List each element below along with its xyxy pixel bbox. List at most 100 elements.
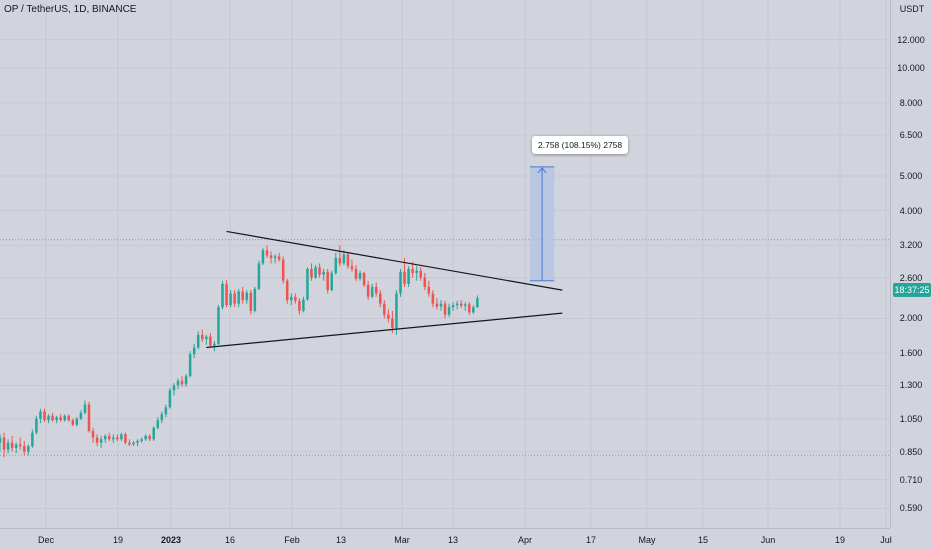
measure-label: 2.758 (108.15%) 2758 <box>532 136 629 154</box>
candle-body <box>87 404 91 432</box>
price-tick-label: 12.000 <box>897 34 925 45</box>
candle-body <box>196 334 200 348</box>
price-tick-label: 0.850 <box>899 446 923 457</box>
candle-body <box>277 256 281 260</box>
candle-body <box>350 266 354 269</box>
candle-body <box>431 293 435 304</box>
candle-body <box>261 250 265 264</box>
candle-body <box>79 412 83 419</box>
candle-body <box>43 411 46 421</box>
candle-body <box>10 442 14 448</box>
candle-body <box>172 385 176 391</box>
candle-body <box>415 270 418 273</box>
candle-body <box>0 437 2 443</box>
candle-body <box>241 291 244 301</box>
candle-body <box>225 283 228 306</box>
candle-body <box>379 293 382 304</box>
candle-body <box>366 285 370 297</box>
candle-body <box>229 293 232 306</box>
time-tick-label: 15 <box>697 535 709 545</box>
candle-body <box>67 415 71 421</box>
candle-body <box>75 418 79 425</box>
time-tick-label: 16 <box>224 535 236 545</box>
candle-body <box>399 271 402 294</box>
candle-body <box>354 268 358 279</box>
candle-body <box>27 446 30 452</box>
candle-body <box>407 268 410 284</box>
candle-body <box>205 336 208 340</box>
candle-body <box>91 431 95 438</box>
candle-body <box>217 307 220 344</box>
candle-body <box>192 347 196 355</box>
candle-body <box>6 442 10 450</box>
candle-body <box>472 307 475 313</box>
current-price-badge: 18:37:25 <box>893 283 931 297</box>
candle-body <box>439 303 443 307</box>
price-axis[interactable]: USDT 12.000 10.000 8.000 6.500 5.000 4.000 3.2… <box>890 0 932 528</box>
candle-body <box>362 272 366 286</box>
time-axis[interactable]: Dec 19 2023 16 Feb 13 Mar 13 Apr 17 May 15 Jun 19 Jul <box>0 528 892 550</box>
price-tick-label: 1.050 <box>899 413 923 424</box>
price-tick-label: 2.600 <box>899 272 923 283</box>
candle-body <box>59 417 62 421</box>
candle-body <box>322 271 325 275</box>
price-tick-label: 4.000 <box>899 205 923 216</box>
candle-body <box>290 296 293 301</box>
candle-body <box>164 407 168 415</box>
candle-body <box>326 271 329 291</box>
candle-body <box>395 293 398 329</box>
candle-body <box>338 258 342 264</box>
candle-body <box>140 439 143 441</box>
candle-body <box>107 435 111 440</box>
candle-body <box>294 296 297 301</box>
plot-area[interactable]: OP / TetherUS, 1D, BINANCE 2.758 (108.15… <box>0 0 890 528</box>
candle-body <box>31 432 34 447</box>
lower-trendline <box>206 312 563 349</box>
candle-body <box>233 293 236 304</box>
candle-body <box>103 435 107 440</box>
price-tick-label: 1.300 <box>899 380 923 391</box>
candle-body <box>2 437 6 450</box>
chart-title: OP / TetherUS, 1D, BINANCE <box>4 4 137 15</box>
candle-body <box>168 390 172 408</box>
candle-body <box>257 263 261 289</box>
candle-body <box>160 414 164 421</box>
time-tick-label: Feb <box>284 535 300 545</box>
price-tick-label: 8.000 <box>899 97 923 108</box>
candle-body <box>120 434 123 440</box>
candle-body <box>14 444 18 448</box>
candle-body <box>35 418 38 433</box>
candle-body <box>237 291 240 304</box>
price-tick-label: 1.600 <box>899 348 923 359</box>
candle-body <box>176 380 180 386</box>
candle-body <box>112 437 115 440</box>
candle-body <box>144 435 147 440</box>
measure-arrow-head <box>537 167 547 174</box>
candle-body <box>281 259 285 281</box>
candle-body <box>213 343 216 346</box>
candle-body <box>99 439 103 443</box>
candle-body <box>391 318 394 329</box>
price-chart[interactable] <box>0 0 890 528</box>
candle-body <box>468 304 471 313</box>
candle-body <box>95 437 99 443</box>
candle-body <box>51 415 54 421</box>
candle-body <box>334 258 338 273</box>
candle-body <box>423 277 427 287</box>
candle-body <box>427 286 431 294</box>
candle-body <box>184 376 188 385</box>
price-tick-label: 5.000 <box>899 170 923 181</box>
candle-body <box>201 334 204 340</box>
candle-body <box>459 303 463 306</box>
candle-body <box>209 336 212 346</box>
axis-unit: USDT <box>899 4 925 14</box>
candle-body <box>302 299 305 311</box>
candle-body <box>18 444 22 447</box>
candle-body <box>419 270 422 278</box>
time-tick-label: Apr <box>517 535 533 545</box>
price-tick-label: 10.000 <box>897 63 925 74</box>
candle-body <box>55 417 58 421</box>
candle-body <box>245 292 249 301</box>
candle-body <box>47 415 50 421</box>
